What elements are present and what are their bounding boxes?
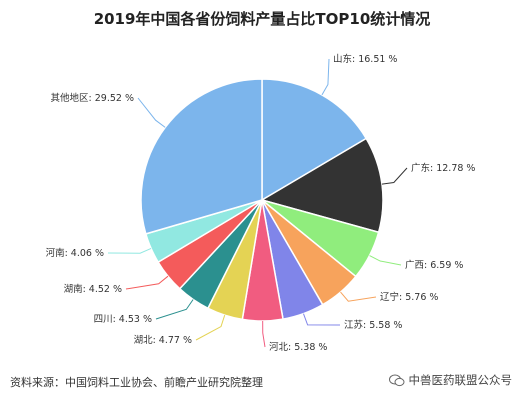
leader-line-8 [155, 299, 194, 320]
slice-label-5: 江苏: 5.58 % [344, 319, 402, 331]
slice-label-10: 河南: 4.06 % [46, 247, 104, 259]
pie-slice-11 [140, 78, 263, 235]
leader-line-10 [107, 247, 152, 254]
source-note: 资料来源：中国饲料工业协会、前瞻产业研究院整理 [10, 376, 263, 389]
pie-slice-2 [260, 137, 384, 234]
label-leader-lines [107, 58, 408, 348]
wechat-account-name: 中兽医药联盟公众号 [408, 373, 513, 387]
slice-labels: 山东: 16.51 % 广东: 12.78 % 广西: 6.59 % 辽宁: 5.76… [46, 53, 476, 353]
slice-label-11: 其他地区: 29.52 % [51, 92, 134, 104]
leader-line-2 [381, 167, 408, 185]
wechat-icon [388, 374, 404, 387]
slice-label-7: 湖北: 4.77 % [134, 335, 192, 346]
slice-label-9: 湖南: 4.52 % [64, 283, 122, 295]
wechat-account: 中兽医药联盟公众号 [388, 372, 513, 388]
slice-label-8: 四川: 4.53 % [94, 314, 152, 325]
slice-label-2: 广东: 12.78 % [411, 162, 475, 174]
leader-line-6 [262, 320, 266, 348]
chart-title: 2019年中国各省份饲料产量占比TOP10统计情况 [93, 10, 431, 28]
slice-label-3: 广西: 6.59 % [405, 259, 463, 271]
slice-label-6: 河北: 5.38 % [269, 341, 327, 353]
leader-line-7 [195, 314, 226, 341]
slice-label-4: 辽宁: 5.76 % [380, 291, 438, 303]
pie-slice-1 [261, 78, 368, 202]
leader-line-9 [125, 275, 169, 290]
pie-chart: 山东: 16.51 % 广东: 12.78 % 广西: 6.59 % 辽宁: 5.76… [46, 53, 476, 353]
leader-line-5 [303, 313, 341, 326]
leader-line-4 [340, 291, 377, 302]
leader-line-3 [369, 255, 402, 266]
leader-line-11 [137, 97, 166, 128]
leader-line-1 [321, 58, 330, 96]
pie-slices [140, 78, 384, 322]
slice-label-1: 山东: 16.51 % [333, 53, 397, 65]
